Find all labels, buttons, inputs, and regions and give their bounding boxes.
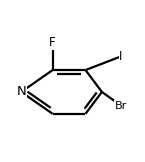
Text: N: N: [16, 85, 26, 98]
Text: F: F: [49, 36, 56, 49]
Text: I: I: [119, 50, 123, 63]
Text: Br: Br: [115, 101, 127, 111]
